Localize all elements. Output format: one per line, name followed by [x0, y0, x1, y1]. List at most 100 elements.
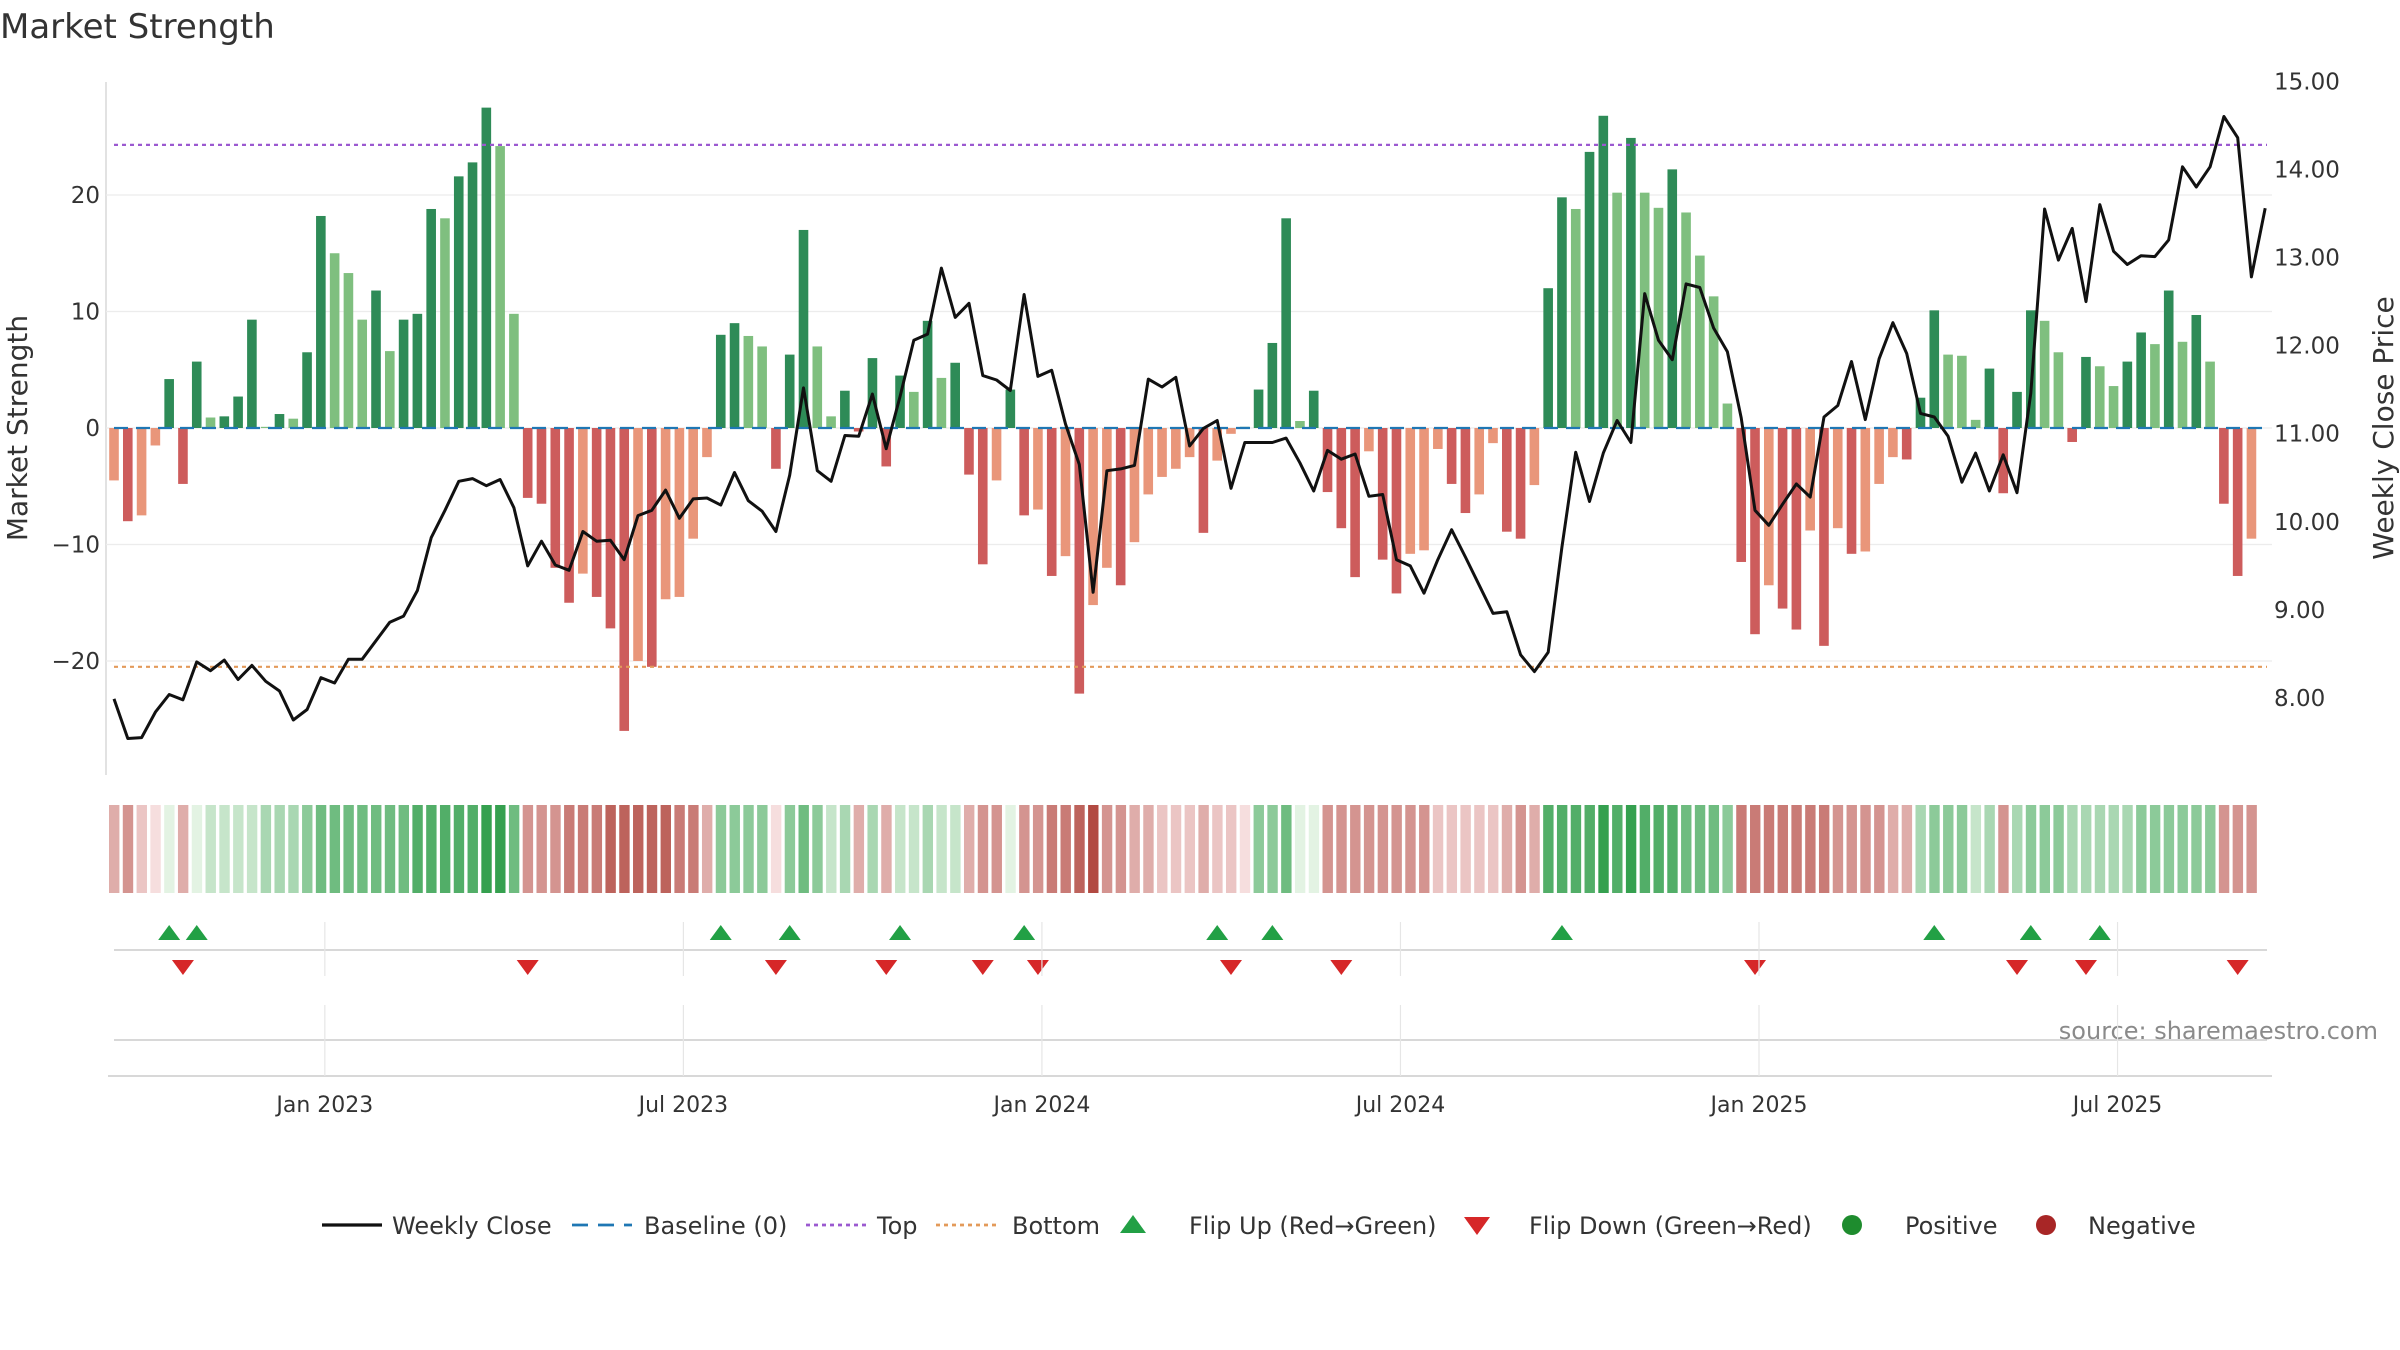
strength-bar: [1391, 428, 1402, 594]
strength-bar: [1874, 428, 1884, 484]
strength-bar: [2191, 314, 2202, 428]
zone-cell: [2149, 805, 2161, 893]
left-tick-label: −10: [51, 533, 100, 559]
strength-bar: [371, 290, 381, 428]
flip-down-marker: [2226, 960, 2249, 975]
zone-cell: [660, 805, 671, 893]
strength-bar: [674, 428, 685, 597]
strength-bar: [605, 428, 616, 629]
zone-cell: [895, 805, 906, 893]
zone-cell: [2218, 805, 2230, 893]
strength-bar: [1033, 428, 1043, 510]
zone-cell: [1791, 805, 1802, 893]
legend-swatch: [1120, 1215, 1146, 1233]
zone-cell: [1239, 805, 1251, 893]
zone-cell: [1722, 805, 1733, 893]
strength-bar: [757, 346, 767, 428]
strength-bar: [1653, 207, 1664, 428]
zone-cell: [136, 805, 147, 893]
legend-swatch: [1464, 1217, 1490, 1235]
date-tick-label: Jul 2023: [637, 1093, 729, 1118]
zone-cell: [936, 805, 947, 893]
level-lines: [114, 143, 2267, 668]
zone-cell: [2012, 805, 2023, 893]
strength-bar: [1281, 218, 1291, 428]
legend-label: Flip Down (Green→Red): [1529, 1212, 1812, 1240]
zone-cell: [1157, 805, 1168, 893]
strength-bar: [1888, 428, 1898, 458]
legend-label: Bottom: [1012, 1212, 1100, 1240]
zone-cell: [1212, 805, 1223, 893]
zone-cell: [1681, 805, 1692, 893]
strength-bar: [1446, 428, 1457, 484]
date-tick-label: Jan 2025: [1709, 1093, 1808, 1118]
strength-bar: [1929, 310, 1940, 428]
strength-bar: [1846, 428, 1857, 554]
date-gridlines: [324, 922, 2119, 1076]
strength-bar: [412, 313, 423, 428]
zone-cell: [1294, 805, 1306, 893]
zone-cell: [1943, 805, 1954, 893]
strength-bar: [1998, 428, 2009, 494]
zone-cell: [1101, 805, 1113, 893]
zone-cell: [674, 805, 685, 893]
zone-cell: [812, 805, 823, 893]
strength-bar: [274, 414, 285, 428]
strength-zone-strip: [109, 805, 2257, 893]
legend-label: Positive: [1905, 1212, 1998, 1240]
flip-markers: [158, 925, 2249, 975]
zone-cell: [550, 805, 561, 893]
zone-cell: [1763, 805, 1775, 893]
strength-bar: [2094, 366, 2105, 428]
zone-cell: [1198, 805, 1209, 893]
zone-cell: [1998, 805, 2009, 893]
strength-bar: [1364, 428, 1374, 452]
flip-up-marker: [1206, 925, 1229, 940]
zone-cell: [1060, 805, 1071, 893]
strength-bar: [2026, 310, 2036, 428]
zone-cell: [1363, 805, 1375, 893]
zone-cell: [1336, 805, 1347, 893]
zone-cell: [2246, 805, 2257, 893]
flip-down-marker: [875, 960, 898, 975]
zone-cell: [577, 805, 589, 893]
legend-label: Flip Up (Red→Green): [1189, 1212, 1437, 1240]
strength-bar: [922, 320, 933, 428]
zone-cell: [729, 805, 740, 893]
zone-cell: [1956, 805, 1968, 893]
zone-cell: [522, 805, 534, 893]
zone-cell: [1584, 805, 1595, 893]
strength-bar: [1074, 428, 1085, 694]
zone-cell: [2039, 805, 2050, 893]
strength-bar: [1722, 403, 1733, 428]
zone-cell: [412, 805, 423, 893]
zone-cell: [991, 805, 1002, 893]
strength-bar: [1860, 428, 1871, 552]
strength-bar: [2232, 428, 2243, 576]
strength-bar: [1639, 192, 1650, 428]
zone-cell: [315, 805, 327, 893]
strength-bar: [2150, 344, 2160, 428]
zone-cell: [1460, 805, 1471, 893]
strength-bar: [1819, 428, 1829, 646]
strength-bar: [1433, 428, 1443, 449]
zone-cell: [1088, 805, 1099, 893]
legend-label: Negative: [2088, 1212, 2196, 1240]
zone-cell: [1570, 805, 1582, 893]
strength-bar: [1005, 389, 1016, 428]
right-axis-title: Weekly Close Price: [2367, 296, 2400, 559]
zone-cell: [1501, 805, 1513, 893]
strength-bar: [1322, 428, 1333, 493]
zone-cell: [1529, 805, 1540, 893]
zone-cell: [1805, 805, 1816, 893]
date-tick-label: Jan 2023: [274, 1093, 373, 1118]
strength-bar: [2108, 386, 2119, 428]
strength-bar: [936, 377, 947, 428]
zone-cell: [2122, 805, 2133, 893]
zone-cell: [467, 805, 478, 893]
zone-cell: [1019, 805, 1030, 893]
zone-cell: [1736, 805, 1747, 893]
strength-bar: [619, 428, 630, 731]
strength-bar: [826, 416, 836, 428]
flip-up-marker: [2088, 925, 2111, 940]
